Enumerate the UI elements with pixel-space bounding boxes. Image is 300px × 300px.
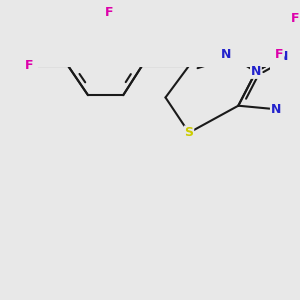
Text: S: S [184,126,194,139]
Text: F: F [290,12,299,25]
Text: F: F [105,6,113,20]
Text: N: N [221,47,232,61]
Text: F: F [25,59,34,72]
Text: N: N [251,65,261,78]
Text: F: F [275,47,284,61]
Text: N: N [278,50,288,63]
Text: N: N [271,103,281,116]
